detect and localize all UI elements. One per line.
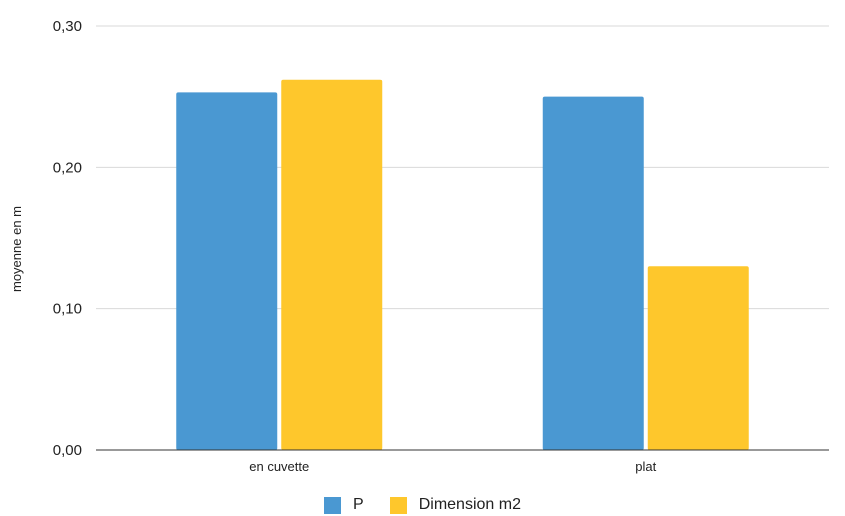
y-tick-label: 0,10 (53, 301, 82, 318)
y-axis-ticks: 0,00 0,10 0,20 0,30 (53, 18, 82, 459)
y-axis-label: moyenne en m (9, 206, 24, 292)
bar-dimension-m2-en-cuvette (281, 79, 383, 450)
bar-chart: 0,00 0,10 0,20 0,30 en cuvette plat moyenne … (9, 18, 829, 474)
bar-p-plat (542, 96, 644, 451)
x-axis-ticks: en cuvette plat (249, 459, 656, 474)
y-tick-label: 0,00 (53, 442, 82, 459)
bar-p-en-cuvette (176, 92, 278, 450)
x-tick-label: en cuvette (249, 459, 309, 474)
legend-label-p: P (353, 496, 364, 513)
y-tick-label: 0,20 (53, 159, 82, 176)
bars (176, 79, 749, 451)
legend-swatch-dimension-m2 (389, 496, 407, 514)
legend: P Dimension m2 (0, 496, 845, 514)
legend-label-dimension-m2: Dimension m2 (418, 496, 521, 513)
bar-dimension-m2-plat (647, 266, 749, 450)
legend-item-dimension-m2: Dimension m2 (389, 496, 521, 514)
y-tick-label: 0,30 (53, 18, 82, 35)
x-tick-label: plat (635, 459, 656, 474)
legend-item-p: P (324, 496, 364, 514)
legend-swatch-p (324, 496, 342, 514)
